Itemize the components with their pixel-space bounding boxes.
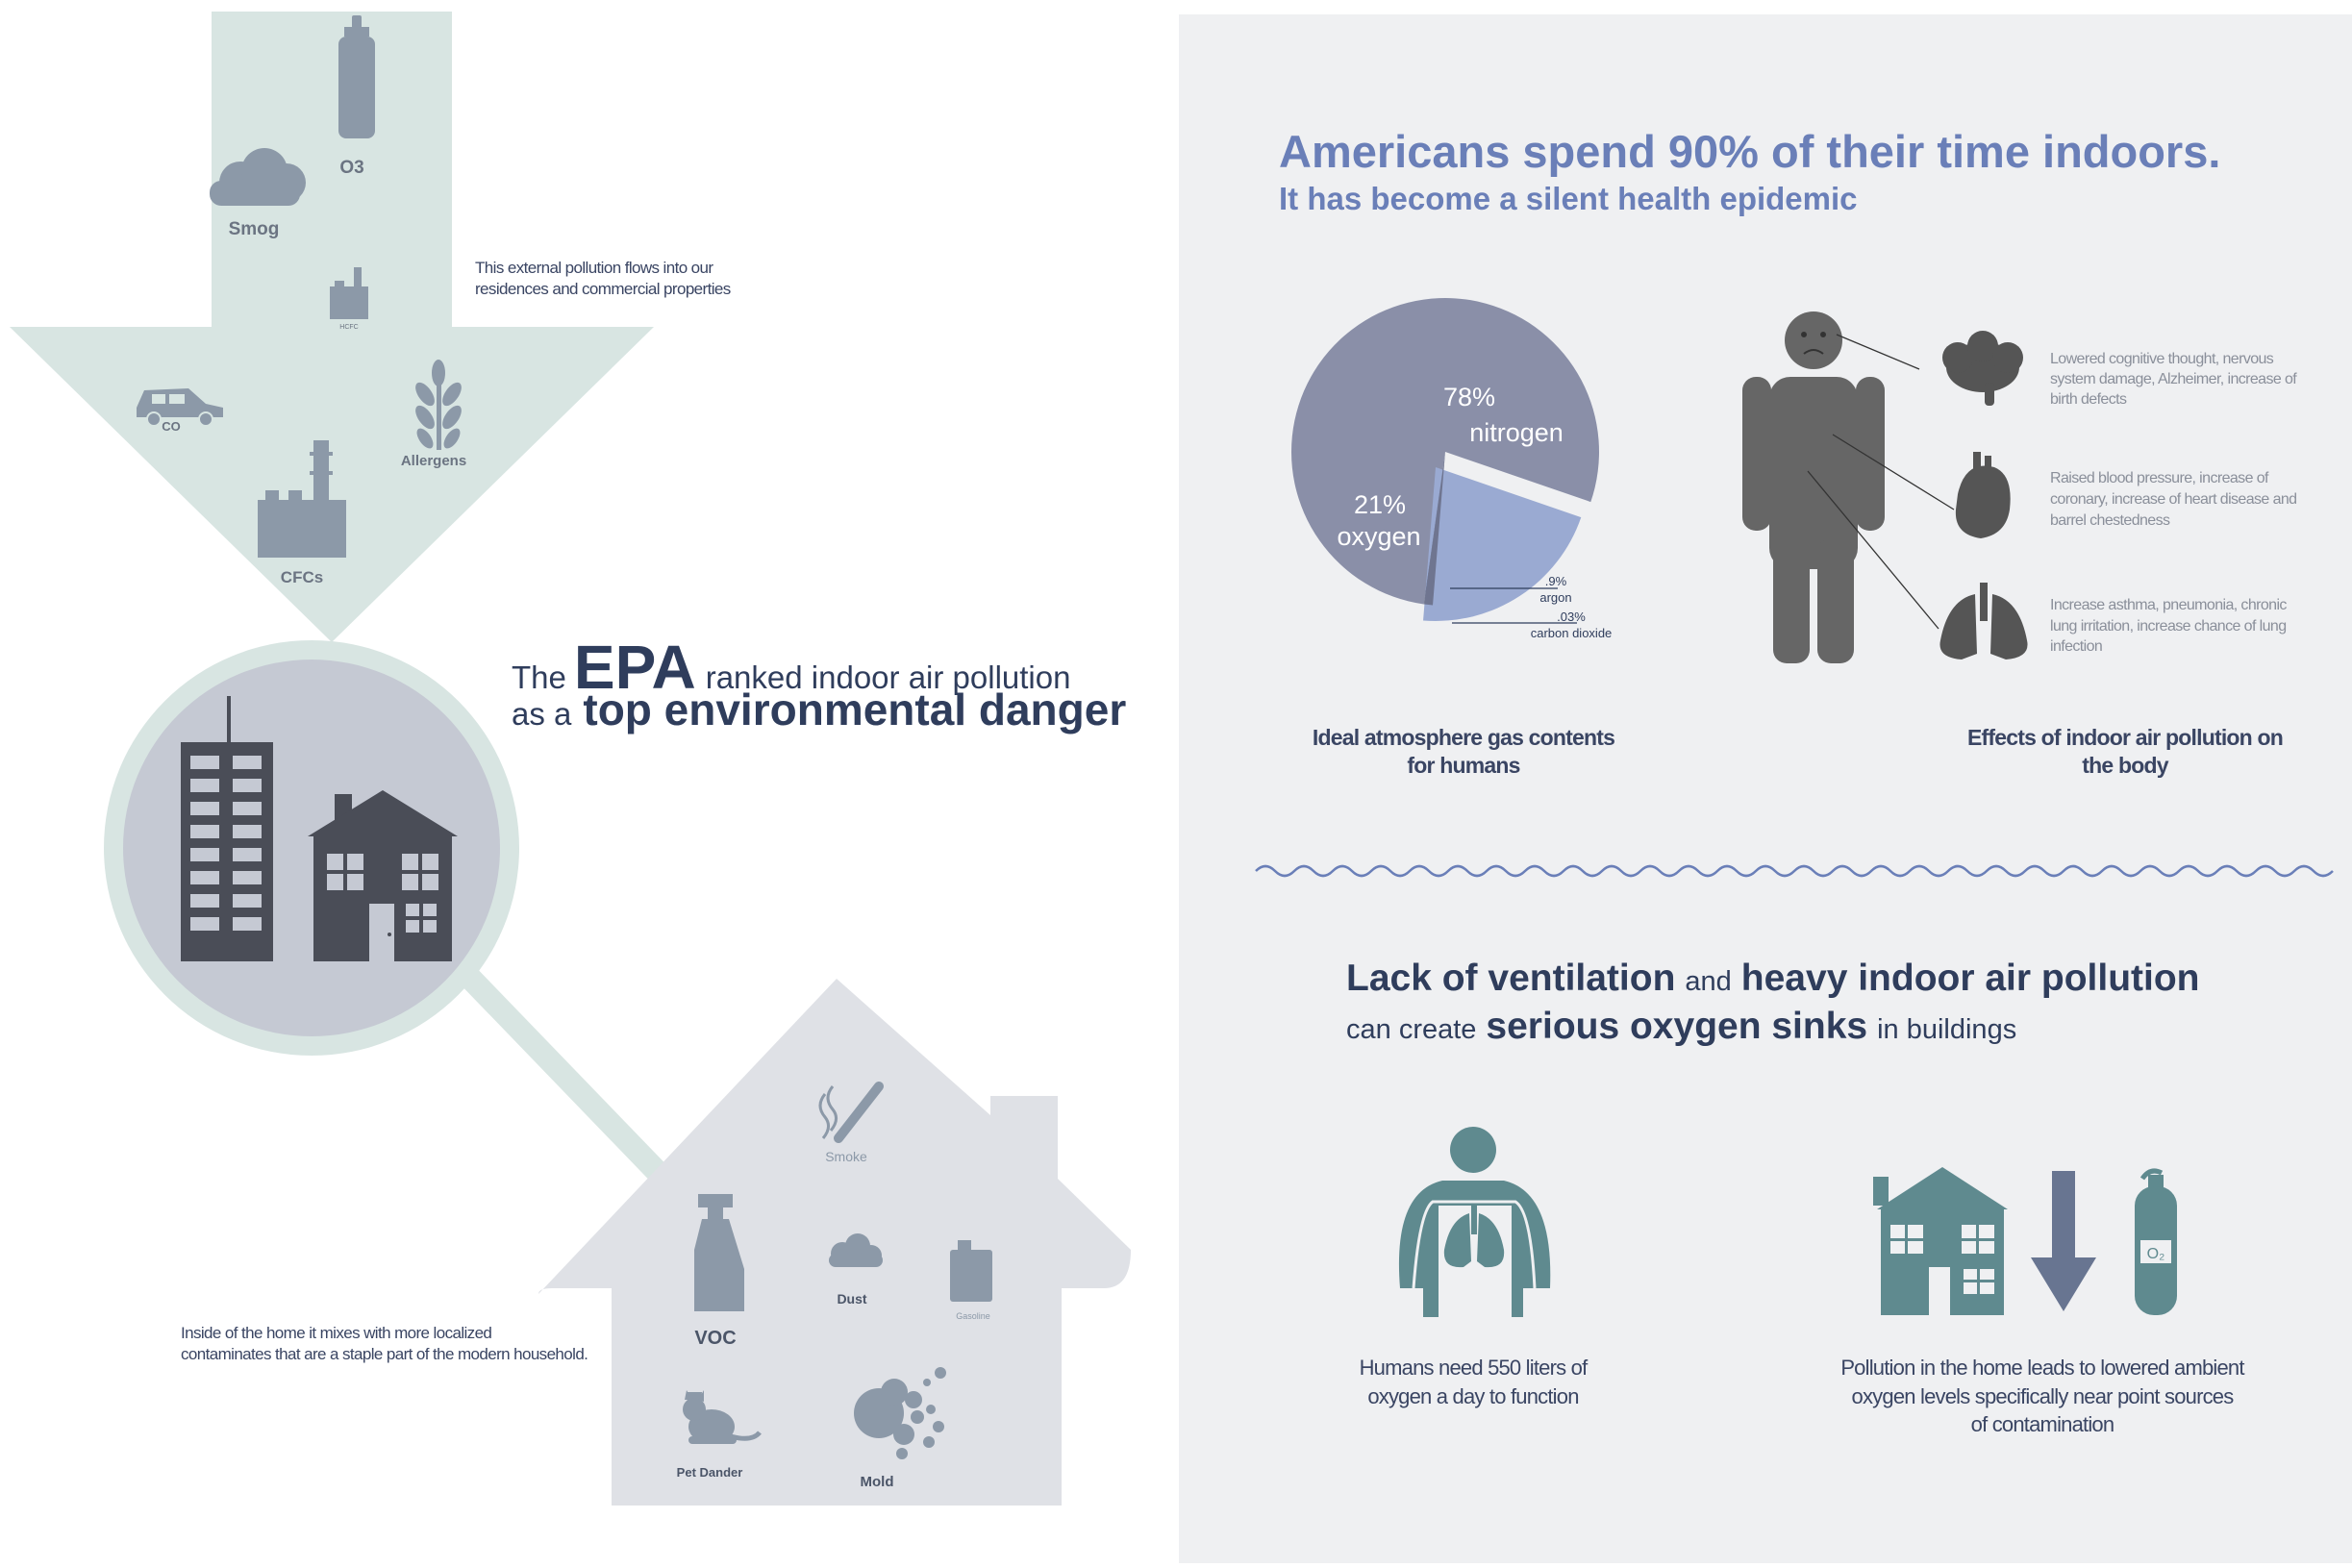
- svg-text:Humans need 550 liters of: Humans need 550 liters of: [1360, 1356, 1589, 1380]
- organ-leader-lines: [1807, 334, 1955, 630]
- brain-icon: [1942, 331, 2023, 406]
- pie-slice-oxygen: [1423, 467, 1582, 622]
- pie-slice-carbon-dioxide: [1423, 452, 1445, 605]
- human-figure-icon: [1742, 311, 1885, 663]
- pie-slice-argon: [1424, 452, 1445, 606]
- hcfc-label: HCFC: [339, 324, 358, 331]
- cigarette-icon: [818, 1082, 884, 1143]
- spray-bottle-icon: [694, 1194, 744, 1311]
- main-subtitle: It has become a silent health epidemic: [1279, 181, 1858, 216]
- heart-icon: [1955, 452, 2011, 538]
- svg-text:barrel chestedness: barrel chestedness: [2050, 512, 2170, 529]
- svg-text:coronary, increase of heart di: coronary, increase of heart disease and: [2050, 491, 2296, 508]
- main-title: Americans spend 90% of their time indoor…: [1279, 126, 2220, 177]
- house-icon: [308, 790, 458, 961]
- human-oxygen-caption: Humans need 550 liters of oxygen a day t…: [1360, 1356, 1589, 1408]
- wheat-icon: [415, 360, 462, 450]
- body-caption-line2: the body: [2082, 753, 2168, 778]
- teal-house-icon: [1873, 1167, 2008, 1315]
- heart-effects-text: Raised blood pressure, increase of coron…: [2050, 470, 2297, 529]
- pie-argon-label: argon: [1539, 590, 1571, 605]
- cloud-icon: [210, 148, 306, 206]
- pie-slice-nitrogen: [1291, 298, 1600, 605]
- dust-cloud-icon: [829, 1233, 883, 1267]
- household-shape: [538, 979, 1131, 1506]
- pie-argon-value: .9%: [1545, 574, 1567, 588]
- pie-oxygen-label: oxygen: [1337, 522, 1420, 551]
- svg-text:oxygen a day to function: oxygen a day to function: [1367, 1384, 1578, 1408]
- gas-pie-chart: [1291, 298, 1600, 622]
- arrow-note-line2: residences and commercial properties: [475, 280, 731, 298]
- torso-lungs-icon: [1398, 1127, 1551, 1317]
- pet-dander-label: Pet Dander: [677, 1465, 743, 1480]
- sad-face-icon: [1801, 332, 1826, 355]
- cat-icon: [683, 1390, 762, 1444]
- body-caption-line1: Effects of indoor air pollution on: [1967, 725, 2283, 750]
- car-icon: [137, 388, 223, 427]
- house-note-line2: contaminates that are a staple part of t…: [181, 1345, 588, 1363]
- aerosol-can-icon: [338, 15, 375, 138]
- lungs-effects-text: Increase asthma, pneumonia, chronic lung…: [2050, 597, 2288, 655]
- pie-leader-lines: [1450, 587, 1577, 624]
- svg-text:lung irritation, increase chan: lung irritation, increase chance of lung: [2050, 618, 2287, 635]
- wavy-divider: [1255, 864, 2334, 878]
- svg-text:infection: infection: [2050, 638, 2102, 655]
- o3-label: O3: [339, 158, 363, 178]
- o2-label: O₂: [2147, 1246, 2165, 1262]
- pollution-oxygen-caption: Pollution in the home leads to lowered a…: [1840, 1356, 2245, 1436]
- down-arrow-icon: [2031, 1171, 2096, 1311]
- pie-caption-line1: Ideal atmosphere gas contents: [1313, 725, 1614, 750]
- epa-headline-line1: The EPA ranked indoor air pollution: [512, 633, 1070, 702]
- voc-label: VOC: [694, 1328, 736, 1349]
- svg-text:Increase asthma, pneumonia, ch: Increase asthma, pneumonia, chronic: [2050, 597, 2287, 613]
- pie-nitrogen-value: 78%: [1443, 383, 1495, 411]
- svg-text:birth defects: birth defects: [2050, 391, 2127, 408]
- office-tower-icon: [181, 696, 273, 961]
- svg-text:Raised blood pressure, increas: Raised blood pressure, increase of: [2050, 470, 2269, 486]
- arrow-note-line1: This external pollution flows into our: [475, 259, 713, 277]
- svg-text:oxygen levels specifically nea: oxygen levels specifically near point so…: [1852, 1384, 2235, 1408]
- gas-can-icon: [950, 1240, 992, 1302]
- svg-text:Lowered cognitive thought, ner: Lowered cognitive thought, nervous: [2050, 351, 2274, 367]
- pie-co2-value: .03%: [1557, 610, 1586, 624]
- cfcs-label: CFCs: [281, 568, 323, 586]
- brain-effects-text: Lowered cognitive thought, nervous syste…: [2050, 351, 2298, 408]
- epa-headline-line2: as a top environmental danger: [512, 684, 1126, 734]
- svg-text:Pollution in the home leads to: Pollution in the home leads to lowered a…: [1840, 1356, 2244, 1380]
- svg-text:of contamination: of contamination: [1971, 1412, 2114, 1436]
- ventilation-headline-line2: can create serious oxygen sinks in buildin…: [1346, 1006, 2016, 1047]
- pie-co2-label: carbon dioxide: [1531, 626, 1613, 640]
- pie-oxygen-value: 21%: [1354, 490, 1406, 519]
- pie-caption-line2: for humans: [1407, 753, 1519, 778]
- smoke-label: Smoke: [825, 1149, 867, 1164]
- dust-label: Dust: [837, 1291, 866, 1307]
- allergens-label: Allergens: [401, 453, 466, 469]
- co-label: CO: [162, 419, 181, 434]
- house-note-line1: Inside of the home it mixes with more lo…: [181, 1324, 491, 1342]
- mold-label: Mold: [861, 1474, 894, 1490]
- lungs-icon: [1939, 583, 2028, 660]
- factory-icon: [258, 440, 346, 558]
- factory-small-icon: [330, 267, 368, 319]
- connector-line: [453, 960, 682, 1197]
- right-panel-background: [1179, 14, 2352, 1563]
- svg-text:system damage, Alzheimer, incr: system damage, Alzheimer, increase of: [2050, 371, 2297, 387]
- ventilation-headline-line1: Lack of ventilation and heavy indoor air p…: [1346, 958, 2200, 999]
- pollution-arrow: [10, 12, 654, 642]
- gasoline-label: Gasoline: [956, 1311, 990, 1321]
- smog-label: Smog: [229, 219, 280, 239]
- pie-nitrogen-label: nitrogen: [1469, 418, 1564, 447]
- oxygen-tank-icon: [2135, 1168, 2177, 1315]
- mold-icon: [854, 1367, 946, 1459]
